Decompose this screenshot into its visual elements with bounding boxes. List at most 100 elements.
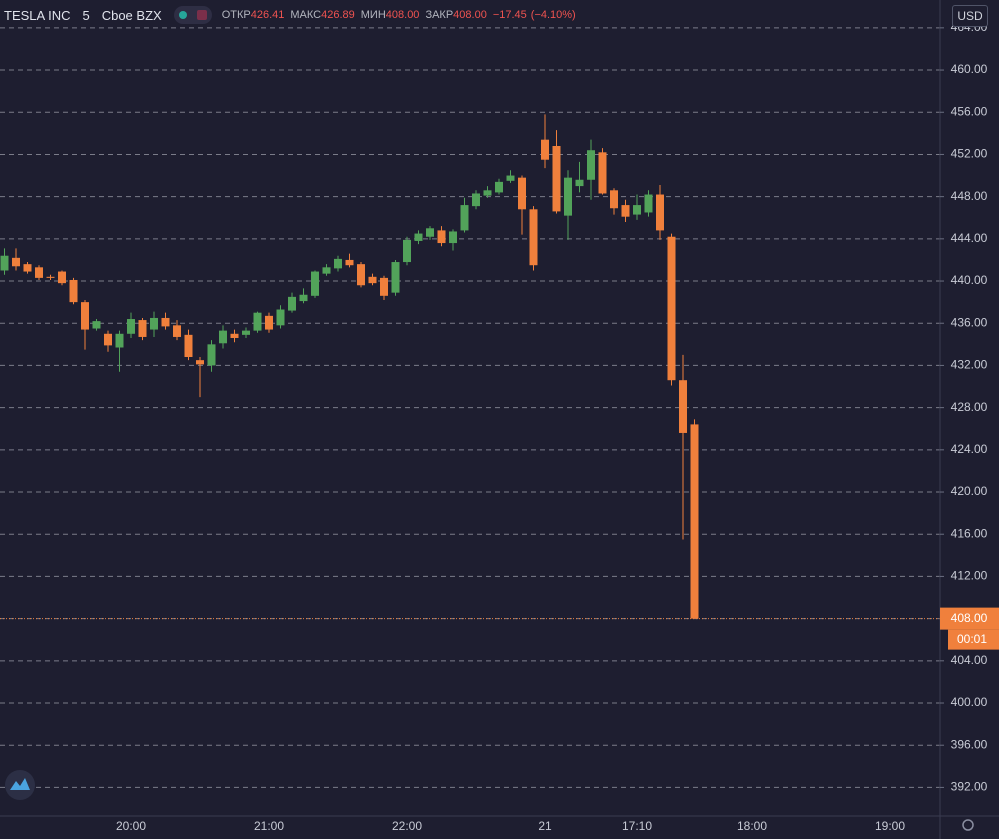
settings-icon[interactable] (962, 819, 974, 831)
candle-body (219, 330, 227, 344)
y-tick-label: 420.00 (951, 484, 988, 498)
candle-body (587, 150, 595, 180)
y-tick-label: 400.00 (951, 695, 988, 709)
candle-body (679, 380, 687, 433)
countdown-label: 00:01 (957, 632, 987, 646)
candle-body (472, 193, 480, 207)
candle-body (644, 194, 653, 213)
candle-body (391, 262, 400, 293)
last-price-box (940, 607, 999, 630)
y-tick-label: 416.00 (951, 526, 988, 540)
candle-body (207, 344, 216, 366)
y-tick-label: 404.00 (951, 653, 988, 667)
close-value: 408.00 (453, 9, 487, 21)
exchange: Cboe BZX (101, 7, 162, 23)
x-tick-label: 20:00 (116, 819, 146, 833)
candle-body (656, 194, 664, 231)
symbol: TESLA INC (4, 7, 71, 23)
candle-body (265, 315, 273, 330)
candle-body (0, 255, 9, 271)
last-price-label: 408.00 (951, 611, 988, 625)
y-tick-label: 428.00 (951, 400, 988, 414)
candle-body (46, 276, 55, 278)
x-tick-label: 18:00 (737, 819, 767, 833)
candle-body (127, 319, 135, 334)
x-tick-label: 21:00 (254, 819, 284, 833)
y-tick-label: 412.00 (951, 569, 988, 583)
candles (0, 114, 940, 620)
candle-body (115, 333, 124, 348)
x-tick-label: 22:00 (392, 819, 422, 833)
high-value: 426.89 (321, 9, 355, 21)
y-tick-label: 424.00 (951, 442, 988, 456)
candle-body (150, 317, 158, 330)
candle-body (288, 296, 296, 311)
candle-body (357, 264, 365, 286)
change: −17.45 (492, 9, 527, 21)
currency-button[interactable]: USD (952, 5, 988, 27)
candle-body (483, 190, 492, 196)
countdown-box (948, 629, 999, 650)
logo (5, 770, 35, 800)
close-label: ЗАКР (425, 9, 454, 21)
x-tick-label: 21 (538, 819, 552, 833)
open-label: ОТКР (221, 9, 251, 21)
candle-body (598, 152, 607, 194)
candle-body (276, 309, 285, 326)
y-tick-label: 452.00 (951, 147, 988, 161)
candle-body (230, 333, 239, 339)
x-tick-label: 17:10 (622, 819, 652, 833)
candle-body (12, 257, 20, 267)
candle-body (58, 271, 66, 284)
candle-body (138, 320, 147, 337)
y-tick-label: 436.00 (951, 315, 988, 329)
candle-body (495, 181, 503, 193)
candle-body (633, 205, 641, 215)
candle-body (621, 205, 630, 217)
candle-body (35, 267, 43, 278)
y-tick-label: 432.00 (951, 358, 988, 372)
candle-body (242, 330, 250, 335)
y-tick-label: 448.00 (951, 189, 988, 203)
change-pct: (−4.10%) (530, 9, 576, 21)
axes: 392.00 396.00 400.00 404.00 408.00 412.00 416.… (116, 20, 999, 833)
low-label: МИН (360, 9, 386, 21)
candle-body (564, 177, 572, 216)
candle-body (253, 312, 262, 331)
candle-body (69, 279, 78, 303)
candle-body (449, 231, 457, 244)
open-value: 426.41 (250, 9, 285, 21)
low-value: 408.00 (385, 9, 420, 21)
legend-header: TESLA INC 5 Cboe BZX ОТКР 426.41 МАКС 42… (4, 6, 576, 24)
high-label: МАКС (290, 9, 322, 21)
y-tick-label: 444.00 (951, 231, 988, 245)
candle-body (518, 177, 526, 210)
candle-body (299, 294, 308, 302)
candle-body (81, 302, 89, 330)
candle-body (414, 233, 423, 241)
candle-body (380, 277, 388, 296)
interval: 5 (82, 7, 90, 23)
candle-body (529, 209, 538, 266)
candle-body (311, 271, 319, 296)
candle-body (552, 146, 561, 212)
candle-body (460, 205, 469, 231)
candle-body (403, 239, 411, 263)
candle-body (575, 179, 584, 187)
candle-body (322, 267, 331, 274)
candle-body (196, 360, 204, 365)
candle-body (161, 317, 170, 327)
candle-body (368, 276, 377, 284)
x-tick-label: 19:00 (875, 819, 905, 833)
candle-body (345, 259, 354, 266)
candle-body (506, 175, 515, 181)
candle-body (690, 424, 699, 619)
y-tick-label: 456.00 (951, 104, 988, 118)
candle-body (334, 258, 342, 269)
toggle-pill[interactable] (173, 6, 212, 24)
candle-body (184, 334, 193, 357)
y-tick-label: 392.00 (951, 780, 988, 794)
candle-body (104, 333, 112, 346)
